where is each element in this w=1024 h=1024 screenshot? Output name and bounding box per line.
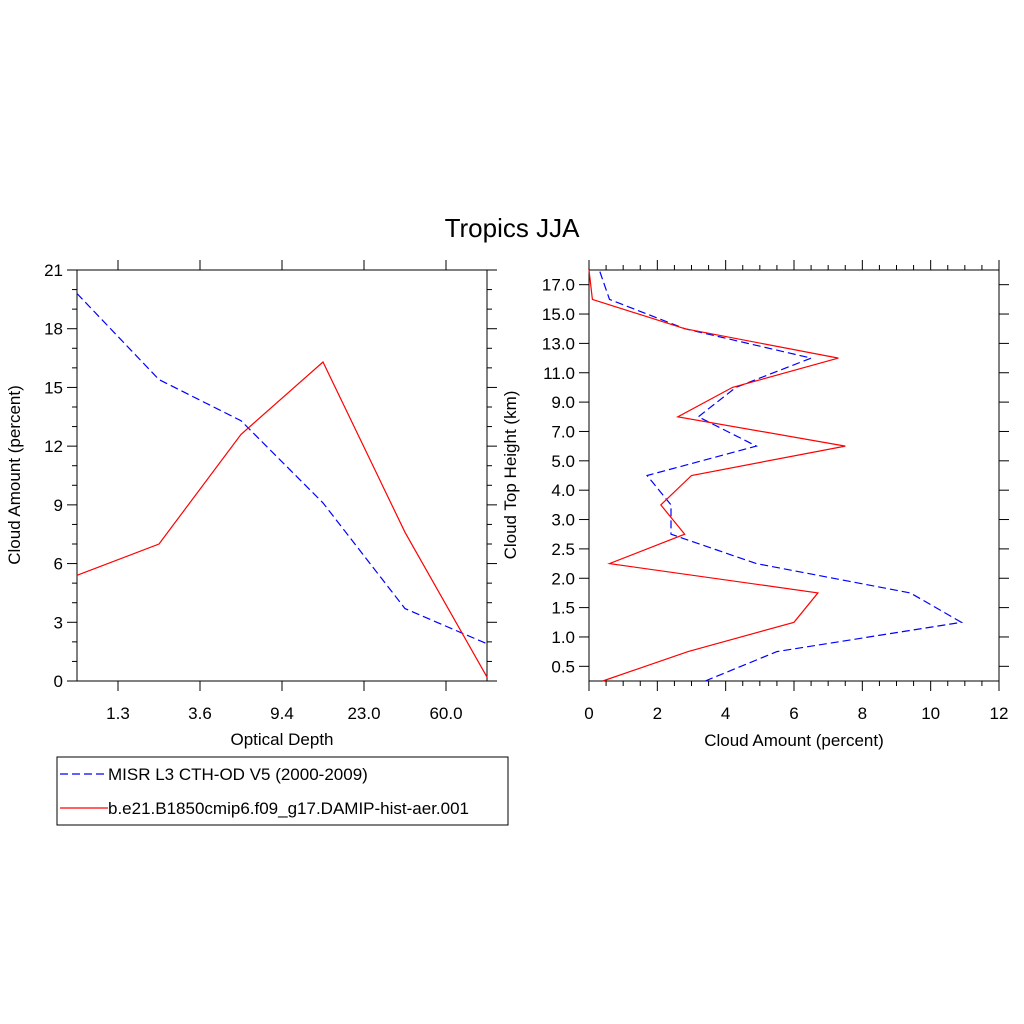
left-x-tick-label: 9.4 [270, 704, 294, 723]
left-x-tick-label: 60.0 [429, 704, 462, 723]
right-series-obs [598, 269, 964, 682]
right-y-tick-label: 3.0 [551, 511, 575, 530]
right-y-tick-label: 7.0 [551, 422, 575, 441]
figure-title: Tropics JJA [445, 213, 580, 243]
right-y-axis-label: Cloud Top Height (km) [501, 391, 520, 560]
right-y-tick-label: 4.0 [551, 481, 575, 500]
left-series [76, 293, 488, 678]
left-x-tick-label: 1.3 [106, 704, 130, 723]
right-y-tick-label: 5.0 [551, 452, 575, 471]
left-y-tick-label: 6 [54, 555, 63, 574]
right-x-tick-label: 8 [858, 704, 867, 723]
legend: MISR L3 CTH-OD V5 (2000-2009) b.e21.B185… [56, 756, 509, 826]
right-y-tick-label: 1.5 [551, 599, 575, 618]
cloud-top-height-panel: 0 2 4 6 8 10 12 0.5 1.0 1.5 2.0 2.5 3.0 4.0 5.0 7.0 9.0 1… [501, 260, 1009, 750]
left-y-tick-label: 12 [44, 437, 63, 456]
left-y-tick-label: 0 [54, 672, 63, 691]
legend-box [56, 756, 509, 826]
left-x-tick-label: 23.0 [347, 704, 380, 723]
left-plot-frame [76, 269, 488, 682]
right-y-tick-label: 15.0 [542, 305, 575, 324]
left-y-tick-label: 15 [44, 378, 63, 397]
left-series-obs [76, 293, 488, 645]
right-y-tick-label: 9.0 [551, 393, 575, 412]
right-x-axis-label: Cloud Amount (percent) [704, 731, 884, 750]
right-y-tick-label: 2.5 [551, 540, 575, 559]
left-x-axis-label: Optical Depth [231, 730, 334, 749]
right-ticks: 0 2 4 6 8 10 12 0.5 1.0 1.5 2.0 2.5 3.0 4.0 5.0 7.0 9.0 1… [542, 260, 1009, 723]
left-y-axis-label: Cloud Amount (percent) [5, 385, 24, 565]
left-y-tick-label: 9 [54, 496, 63, 515]
left-y-tick-label: 21 [44, 261, 63, 280]
right-series-model [588, 269, 846, 682]
legend-label-model: b.e21.B1850cmip6.f09_g17.DAMIP-hist-aer.… [108, 799, 469, 818]
right-series [588, 269, 964, 682]
right-y-tick-label: 1.0 [551, 628, 575, 647]
right-x-tick-label: 4 [721, 704, 730, 723]
left-series-model [76, 361, 488, 678]
left-ticks: 1.3 3.6 9.4 23.0 60.0 0 3 6 9 12 15 18 21 [44, 260, 497, 723]
optical-depth-panel: 1.3 3.6 9.4 23.0 60.0 0 3 6 9 12 15 18 21 Optical De… [5, 260, 497, 749]
left-y-tick-label: 18 [44, 320, 63, 339]
left-x-tick-label: 3.6 [188, 704, 212, 723]
legend-label-obs: MISR L3 CTH-OD V5 (2000-2009) [108, 765, 368, 784]
right-y-tick-label: 13.0 [542, 334, 575, 353]
right-y-tick-label: 2.0 [551, 569, 575, 588]
right-x-tick-label: 10 [921, 704, 940, 723]
right-y-tick-label: 0.5 [551, 657, 575, 676]
right-y-tick-label: 11.0 [543, 364, 575, 383]
right-x-tick-label: 12 [990, 704, 1009, 723]
right-plot-frame [588, 269, 1000, 682]
right-x-tick-label: 0 [584, 704, 593, 723]
right-x-tick-label: 2 [653, 704, 662, 723]
left-y-tick-label: 3 [54, 613, 63, 632]
right-y-tick-label: 17.0 [542, 276, 575, 295]
right-x-tick-label: 6 [789, 704, 798, 723]
